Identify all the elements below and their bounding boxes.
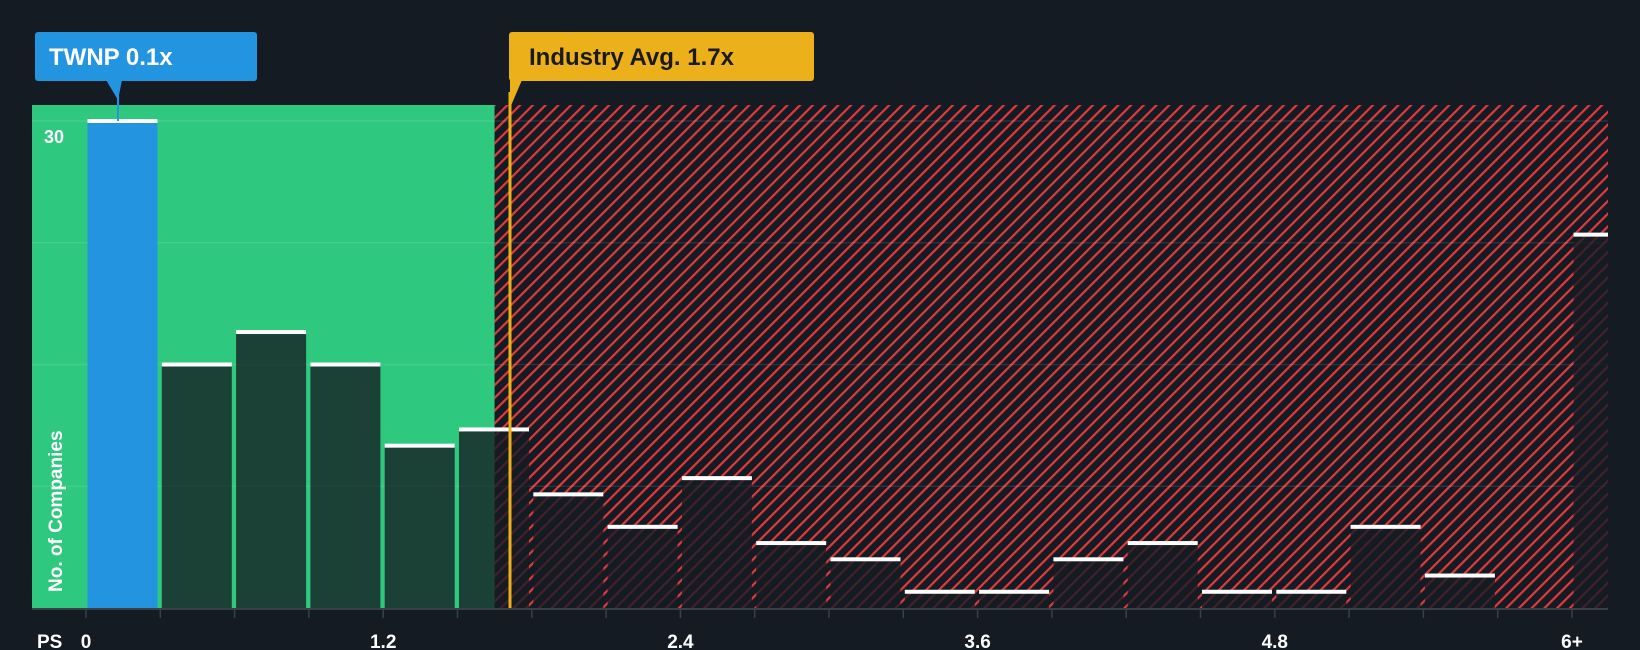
company-bar	[87, 121, 158, 608]
bar-top-marker	[1202, 589, 1272, 594]
histogram-bar	[830, 559, 901, 608]
histogram-bar	[1127, 543, 1198, 608]
bar-top-marker	[1127, 541, 1198, 546]
bar-top-marker	[1350, 524, 1421, 529]
bar-top-marker	[607, 524, 678, 529]
bar-top-marker	[310, 362, 381, 367]
bar-top-marker	[979, 589, 1050, 594]
industry-pointer	[510, 80, 522, 108]
histogram-bar	[236, 332, 307, 608]
histogram-bar	[533, 494, 604, 608]
industry-average-badge	[509, 32, 814, 81]
histogram-bar	[1350, 526, 1421, 608]
histogram-bar	[1276, 591, 1347, 608]
bar-top-marker	[1276, 589, 1347, 594]
x-tick-label: 2.4	[667, 632, 694, 650]
x-tick-label: 1.2	[370, 632, 396, 650]
histogram-bar	[979, 591, 1050, 608]
company-pointer-line	[117, 80, 119, 121]
y-tick-label: 30	[44, 127, 64, 147]
bar-top-marker	[1424, 573, 1495, 578]
bar-top-marker	[681, 476, 752, 481]
x-tick-label: 4.8	[1262, 632, 1288, 650]
bar-top-marker	[756, 541, 827, 546]
bar-top-marker	[904, 589, 975, 594]
bar-top-marker	[1573, 232, 1608, 237]
company-label: TWNP 0.1x	[49, 44, 173, 71]
histogram-bar	[756, 543, 827, 608]
histogram-bar	[310, 364, 381, 608]
histogram-bar	[904, 591, 975, 608]
bar-top-marker	[384, 443, 455, 448]
bar-top-marker	[236, 330, 307, 335]
bar-top-marker	[533, 492, 604, 497]
overvalued-zone	[494, 105, 1608, 608]
histogram-bar	[607, 526, 678, 608]
histogram-bar	[1202, 591, 1272, 608]
bar-top-marker	[1053, 557, 1124, 562]
bar-top-marker	[161, 362, 232, 367]
histogram-bar	[1424, 575, 1495, 608]
histogram-bar	[459, 429, 529, 608]
histogram-bar	[1053, 559, 1124, 608]
histogram-bar	[1573, 234, 1608, 608]
x-axis-label: PS	[37, 632, 62, 650]
company-badge	[35, 32, 257, 81]
histogram-bar	[681, 478, 752, 608]
bar-top-marker	[87, 119, 158, 123]
histogram-bar	[384, 445, 455, 608]
histogram-bar	[161, 364, 232, 608]
x-tick-label: 0	[81, 632, 92, 650]
bar-top-marker	[459, 427, 529, 432]
x-tick-label: 6+	[1561, 632, 1583, 650]
y-axis-label: No. of Companies	[46, 430, 67, 592]
x-tick-label: 3.6	[964, 632, 990, 650]
industry-average-label: Industry Avg. 1.7x	[529, 44, 735, 71]
bar-top-marker	[830, 557, 901, 562]
company-pointer	[106, 80, 122, 100]
industry-average-line	[508, 92, 512, 608]
